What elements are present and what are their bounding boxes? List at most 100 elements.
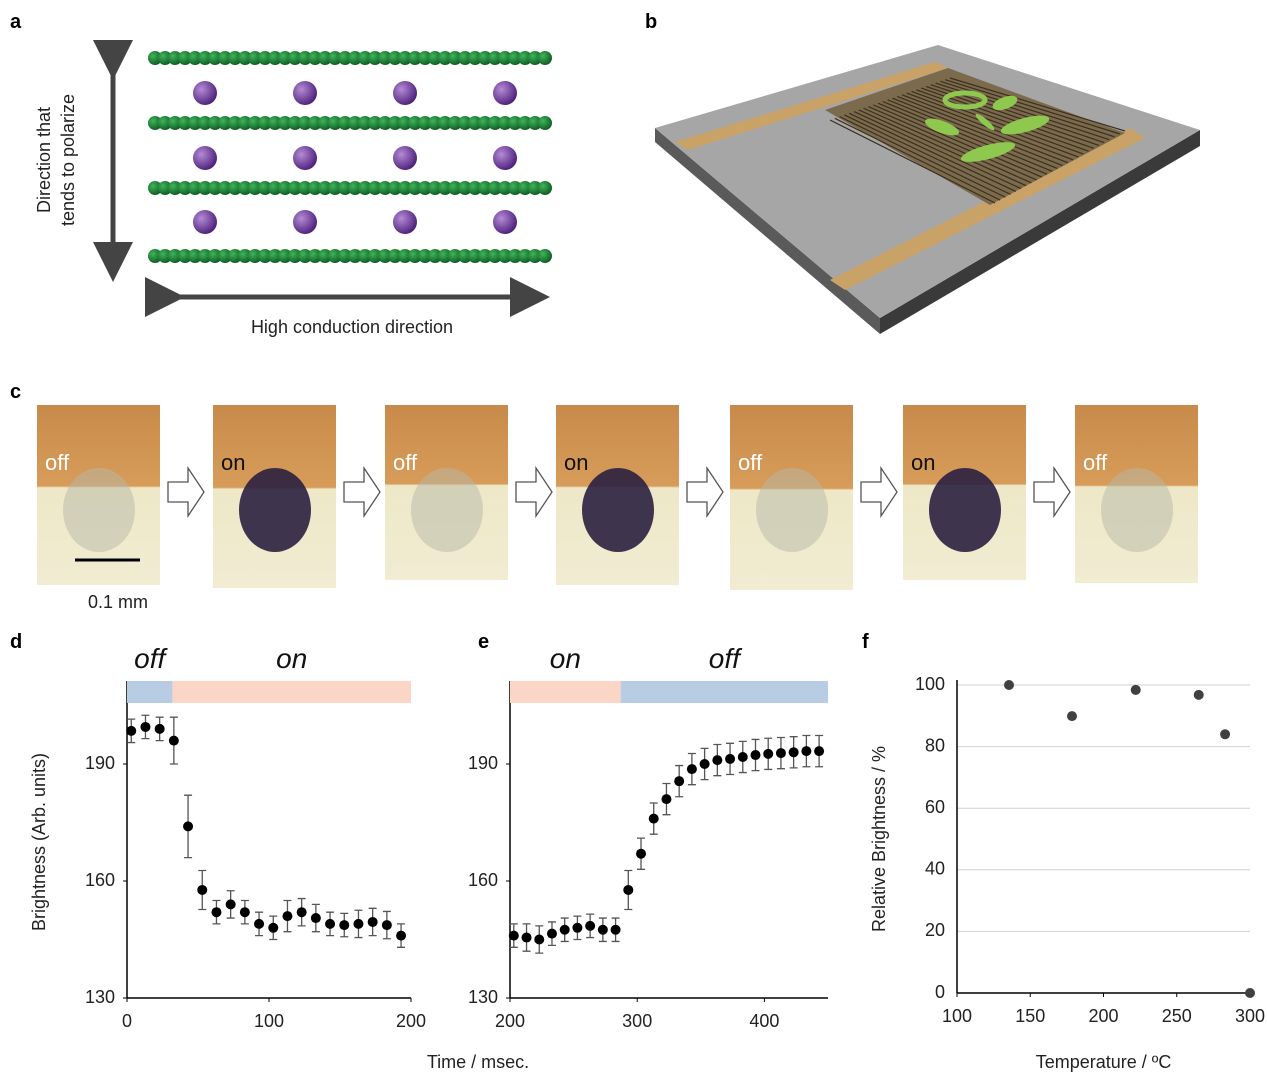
frame-label: off: [393, 450, 418, 475]
data-point: [197, 885, 207, 895]
arrow: [516, 468, 552, 516]
data-point: [509, 931, 519, 941]
charts: 130 160 190 0 100 200 off on Brightness (Arb. un…: [29, 643, 1265, 1072]
y-tick-label: 160: [85, 870, 115, 890]
micrograph-sequence: 0.1 mm off on off on off on off: [37, 405, 1198, 612]
data-point: [240, 907, 250, 917]
ion: [293, 210, 317, 234]
data-point: [611, 925, 621, 935]
data-point: [674, 776, 684, 786]
data-point: [598, 925, 608, 935]
data-point: [750, 750, 760, 760]
data-point: [572, 923, 582, 933]
data-point: [814, 746, 824, 756]
arrow: [168, 468, 204, 516]
panel-label: d: [10, 631, 22, 653]
axis-label: High conduction direction: [251, 317, 453, 337]
data-point: [712, 755, 722, 765]
data-point: [623, 885, 633, 895]
ion: [493, 81, 517, 105]
data-point: [725, 754, 735, 764]
frame-label: off: [45, 450, 70, 475]
panel-label: f: [862, 631, 869, 653]
y-tick-label: 190: [468, 753, 498, 773]
x-tick-label: 200: [1088, 1006, 1118, 1026]
atom: [538, 116, 552, 130]
scale-label: 0.1 mm: [88, 592, 148, 612]
data-point: [254, 919, 264, 929]
data-point: [368, 917, 378, 927]
frame-label: off: [738, 450, 763, 475]
arrow: [344, 468, 380, 516]
data-point: [268, 923, 278, 933]
data-point: [226, 899, 236, 909]
ion: [393, 146, 417, 170]
state-bar: [621, 681, 828, 703]
droplet: [1101, 468, 1173, 552]
data-point: [560, 925, 570, 935]
data-point: [126, 726, 136, 736]
data-point: [282, 911, 292, 921]
frame-label: off: [1083, 450, 1108, 475]
y-axis-label: Brightness (Arb. units): [29, 753, 49, 931]
atom: [538, 181, 552, 195]
data-point: [140, 722, 150, 732]
data-point: [211, 907, 221, 917]
frame-label: on: [911, 450, 935, 475]
data-point: [687, 764, 697, 774]
data-point: [396, 931, 406, 941]
data-point: [1245, 988, 1255, 998]
frame-label: on: [221, 450, 245, 475]
y-tick-label: 130: [468, 987, 498, 1007]
data-point: [169, 736, 179, 746]
atom: [538, 249, 552, 263]
x-tick-label: 400: [749, 1011, 779, 1031]
axis-label: Direction that: [34, 107, 54, 213]
data-point: [339, 920, 349, 930]
x-tick-label: 300: [622, 1011, 652, 1031]
ion: [293, 146, 317, 170]
y-tick-label: 0: [935, 982, 945, 1002]
x-tick-label: 100: [942, 1006, 972, 1026]
data-point: [1220, 729, 1230, 739]
state-label: on: [550, 643, 581, 674]
figure: a b c d e f Direction that tends to pola…: [0, 0, 1267, 1073]
ion: [393, 81, 417, 105]
data-point: [789, 747, 799, 757]
x-tick-label: 200: [495, 1011, 525, 1031]
y-tick-label: 40: [925, 859, 945, 879]
crystal-diagram: Direction that tends to polarize High co…: [34, 51, 552, 337]
data-point: [311, 913, 321, 923]
droplet: [582, 468, 654, 552]
y-tick-label: 190: [85, 753, 115, 773]
x-tick-label: 250: [1162, 1006, 1192, 1026]
droplet: [63, 468, 135, 552]
state-label: off: [709, 643, 743, 674]
y-tick-label: 130: [85, 987, 115, 1007]
frame-label: on: [564, 450, 588, 475]
state-bar: [127, 681, 172, 703]
panel-label: c: [10, 381, 21, 403]
ion: [193, 146, 217, 170]
ion: [293, 81, 317, 105]
data-point: [776, 748, 786, 758]
data-point: [636, 849, 646, 859]
state-label: on: [276, 643, 307, 674]
arrow: [1034, 468, 1070, 516]
arrow: [687, 468, 723, 516]
arrow: [861, 468, 897, 516]
ion: [193, 210, 217, 234]
state-label: off: [134, 643, 168, 674]
data-point: [738, 752, 748, 762]
atom: [538, 51, 552, 65]
data-point: [183, 821, 193, 831]
x-tick-label: 300: [1235, 1006, 1265, 1026]
droplet: [929, 468, 1001, 552]
state-bar: [172, 681, 411, 703]
droplet: [239, 468, 311, 552]
data-point: [353, 919, 363, 929]
x-axis-label: Temperature / ºC: [1036, 1052, 1172, 1072]
y-axis-label: Relative Brightness / %: [869, 746, 889, 932]
y-tick-label: 20: [925, 920, 945, 940]
data-point: [661, 794, 671, 804]
